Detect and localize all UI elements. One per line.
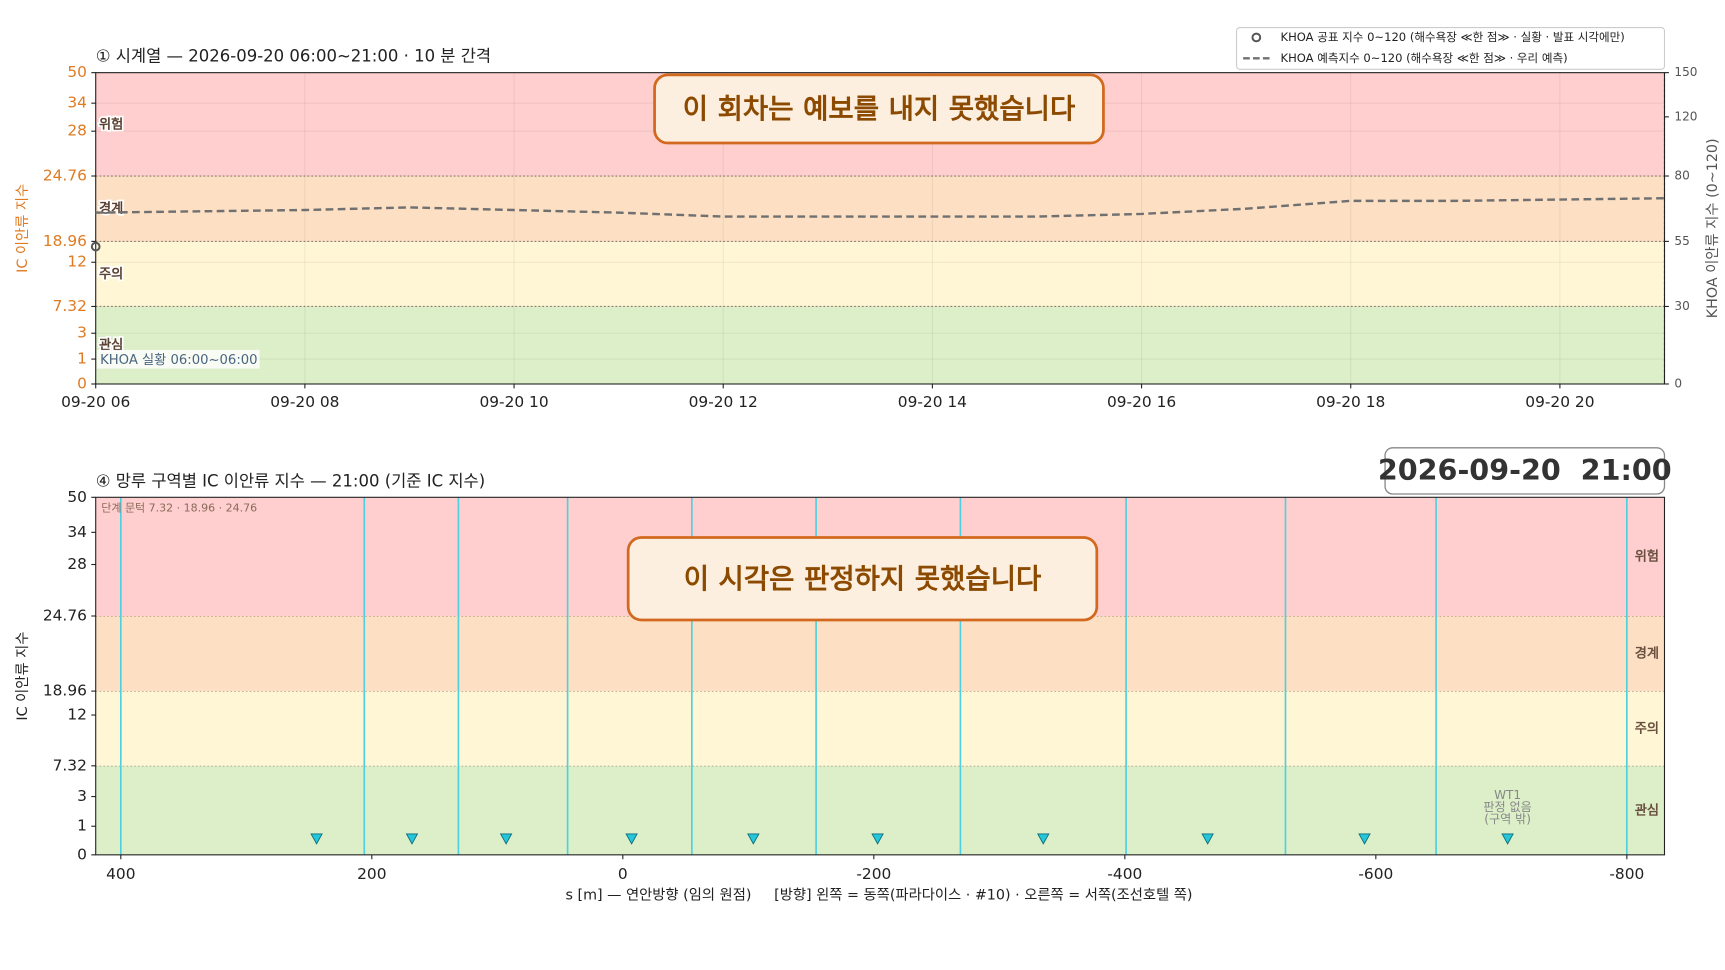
note: KHOA 실황 06:00~06:00 bbox=[100, 352, 257, 368]
zone-band bbox=[95, 241, 1665, 307]
zone-label: 관심 bbox=[1635, 801, 1659, 818]
zone-band bbox=[95, 691, 1665, 766]
x-tick-label: 09-20 06 bbox=[61, 393, 130, 411]
timestamp: 2026-09-20 21:00 bbox=[1378, 453, 1672, 487]
annotation-box bbox=[626, 536, 1099, 622]
tower-marker bbox=[625, 833, 638, 845]
x-tick-label: 09-20 14 bbox=[898, 393, 967, 411]
zone-label: 위험 bbox=[1635, 548, 1659, 565]
x-tick-label: 09-20 18 bbox=[1316, 393, 1385, 411]
y-tick-label: 34 bbox=[67, 94, 87, 112]
forecast-line bbox=[95, 197, 1665, 218]
y-tick-label: 24.76 bbox=[43, 607, 87, 625]
tower-marker bbox=[871, 833, 884, 845]
y2-tick-label: 150 bbox=[1674, 65, 1697, 79]
x-tick-label: 09-20 12 bbox=[689, 393, 758, 411]
tower-marker bbox=[499, 833, 513, 845]
tower-note: (구역 밖) bbox=[1484, 812, 1531, 826]
plot-frame bbox=[95, 496, 1666, 856]
legend-marker bbox=[1251, 32, 1262, 43]
y2-axis-label: KHOA 이안류 지수 (0~120) bbox=[1704, 138, 1721, 318]
x-tick-label: 09-20 10 bbox=[479, 393, 548, 411]
y-tick-label: 3 bbox=[77, 324, 87, 342]
annotation: 이 회차는 예보를 내지 못했습니다 bbox=[683, 93, 1076, 125]
tower-marker bbox=[747, 833, 760, 845]
y-tick-label: 3 bbox=[77, 787, 87, 805]
y2-tick-label: 30 bbox=[1674, 299, 1689, 313]
zone-label: 경계 bbox=[1635, 645, 1659, 662]
tower-note: 판정 없음 bbox=[1483, 800, 1531, 814]
observed-marker bbox=[90, 241, 101, 252]
tower-note: WT1 bbox=[1494, 788, 1521, 802]
y-tick-label: 50 bbox=[67, 488, 87, 506]
x-tick-label: 09-20 20 bbox=[1525, 393, 1594, 411]
y-tick-label: 7.32 bbox=[53, 297, 87, 315]
x-tick-label: 400 bbox=[106, 865, 135, 883]
y-tick-label: 12 bbox=[67, 253, 87, 271]
zone-label: 경계 bbox=[99, 200, 123, 217]
zone-band bbox=[95, 765, 1665, 855]
zone-label: 주의 bbox=[99, 265, 123, 282]
note-bg bbox=[96, 349, 260, 369]
tower-marker bbox=[1501, 833, 1514, 845]
y-tick-label: 18.96 bbox=[43, 232, 87, 250]
y2-tick-label: 55 bbox=[1674, 234, 1689, 248]
y-axis-label: IC 이안류 지수 bbox=[14, 632, 31, 721]
chart-title: ① 시계열 — 2026-09-20 06:00~21:00 · 10 분 간격 bbox=[96, 47, 491, 66]
y-tick-label: 1 bbox=[77, 817, 87, 835]
y-tick-label: 12 bbox=[67, 706, 87, 724]
y-tick-label: 24.76 bbox=[43, 167, 87, 185]
legend-box bbox=[1235, 26, 1666, 70]
tower-marker bbox=[310, 833, 323, 845]
y-tick-label: 50 bbox=[67, 63, 87, 81]
zone-label: 위험 bbox=[99, 115, 123, 132]
zone-label: 관심 bbox=[99, 336, 123, 353]
x-tick-label: 09-20 16 bbox=[1107, 393, 1176, 411]
x-tick-label: 200 bbox=[357, 865, 386, 883]
x-tick-label: -200 bbox=[856, 865, 891, 883]
y-tick-label: 0 bbox=[77, 845, 87, 863]
x-tick-label: 09-20 08 bbox=[270, 393, 339, 411]
y-tick-label: 18.96 bbox=[43, 682, 87, 700]
y2-tick-label: 120 bbox=[1674, 109, 1697, 123]
y-tick-label: 1 bbox=[77, 350, 87, 368]
y-tick-label: 34 bbox=[67, 523, 87, 541]
y-tick-label: 28 bbox=[67, 122, 87, 140]
y2-tick-label: 80 bbox=[1674, 169, 1689, 183]
zone-band bbox=[95, 306, 1665, 384]
annotation-box bbox=[653, 73, 1105, 145]
tower-marker bbox=[1358, 833, 1371, 845]
zone-label: 주의 bbox=[1635, 719, 1659, 736]
x-tick-label: 0 bbox=[618, 865, 628, 883]
x-tick-label: -600 bbox=[1358, 865, 1393, 883]
tower-marker bbox=[405, 833, 419, 845]
timestamp-box bbox=[1384, 447, 1666, 495]
y-tick-label: 7.32 bbox=[53, 756, 87, 774]
legend-label: KHOA 공표 지수 0~120 (해수욕장 ≪한 점≫ · 실황 · 발표 시… bbox=[1281, 30, 1625, 44]
legend: KHOA 공표 지수 0~120 (해수욕장 ≪한 점≫ · 실황 · 발표 시… bbox=[1235, 26, 1666, 70]
x-tick-label: -400 bbox=[1107, 865, 1142, 883]
x-axis-label: s [m] — 연안방향 (임의 원점) [방향] 왼쪽 = 동쪽(파라다이스 … bbox=[566, 887, 1193, 904]
tower-marker bbox=[1201, 833, 1214, 845]
y-tick-label: 0 bbox=[77, 374, 87, 392]
y-axis-label: IC 이안류 지수 bbox=[14, 184, 31, 273]
annotation: 이 시각은 판정하지 못했습니다 bbox=[684, 563, 1042, 595]
zone-band bbox=[95, 616, 1665, 692]
threshold-note: 단계 문턱 7.32 · 18.96 · 24.76 bbox=[101, 501, 257, 514]
y2-tick-label: 0 bbox=[1674, 376, 1682, 390]
tower-marker bbox=[1037, 833, 1050, 845]
x-tick-label: -800 bbox=[1609, 865, 1644, 883]
y-tick-label: 28 bbox=[67, 555, 87, 573]
chart-title: ④ 망루 구역별 IC 이안류 지수 — 21:00 (기준 IC 지수) bbox=[96, 471, 485, 490]
legend-label: KHOA 예측지수 0~120 (해수욕장 ≪한 점≫ · 우리 예측) bbox=[1281, 51, 1568, 65]
